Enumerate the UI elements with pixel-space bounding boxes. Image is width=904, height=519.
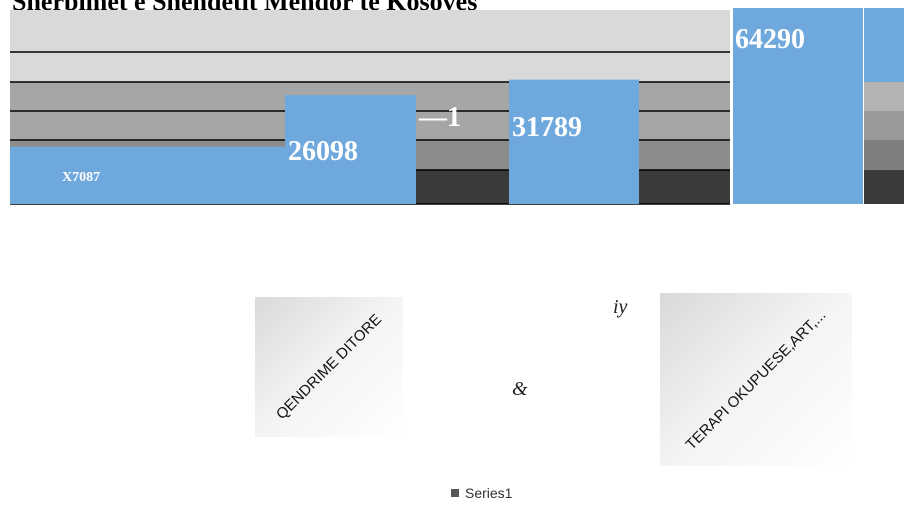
bar-5	[733, 8, 863, 204]
legend: Series1	[451, 485, 512, 501]
band-1	[10, 52, 730, 82]
data-label-1: 26098	[288, 136, 358, 167]
bar-0	[10, 146, 285, 204]
stray-glyph-ampersand: &	[512, 378, 528, 400]
bar-right-edge	[864, 8, 904, 82]
bars	[10, 8, 904, 204]
bar-3	[509, 79, 639, 204]
x-tick-label-text: QENDRIME DITORE	[272, 310, 386, 424]
right-stripe-3	[864, 170, 904, 204]
legend-swatch-series1	[451, 489, 459, 497]
stray-glyph-iy: iy	[613, 296, 628, 318]
right-stripe-0	[864, 82, 904, 111]
data-label-5: 64290	[735, 24, 805, 55]
bar-1	[285, 95, 416, 204]
right-stripe-1	[864, 111, 904, 140]
x-tick-label-qendrime-ditore: QENDRIME DITORE	[255, 297, 403, 437]
data-label-2: —1	[418, 102, 461, 133]
x-tick-label-terapi-okupuese: TERAPI OKUPUESE,ART,...	[660, 293, 852, 466]
right-stripe-2	[864, 140, 904, 170]
legend-label-series1: Series1	[465, 485, 513, 501]
data-label-0: X7087	[62, 170, 100, 185]
band-0	[10, 10, 730, 52]
x-tick-label-text: TERAPI OKUPUESE,ART,...	[682, 306, 830, 453]
data-label-3: 31789	[512, 112, 582, 143]
data-labels: X7087 26098 —1 31789 64290	[62, 24, 805, 185]
